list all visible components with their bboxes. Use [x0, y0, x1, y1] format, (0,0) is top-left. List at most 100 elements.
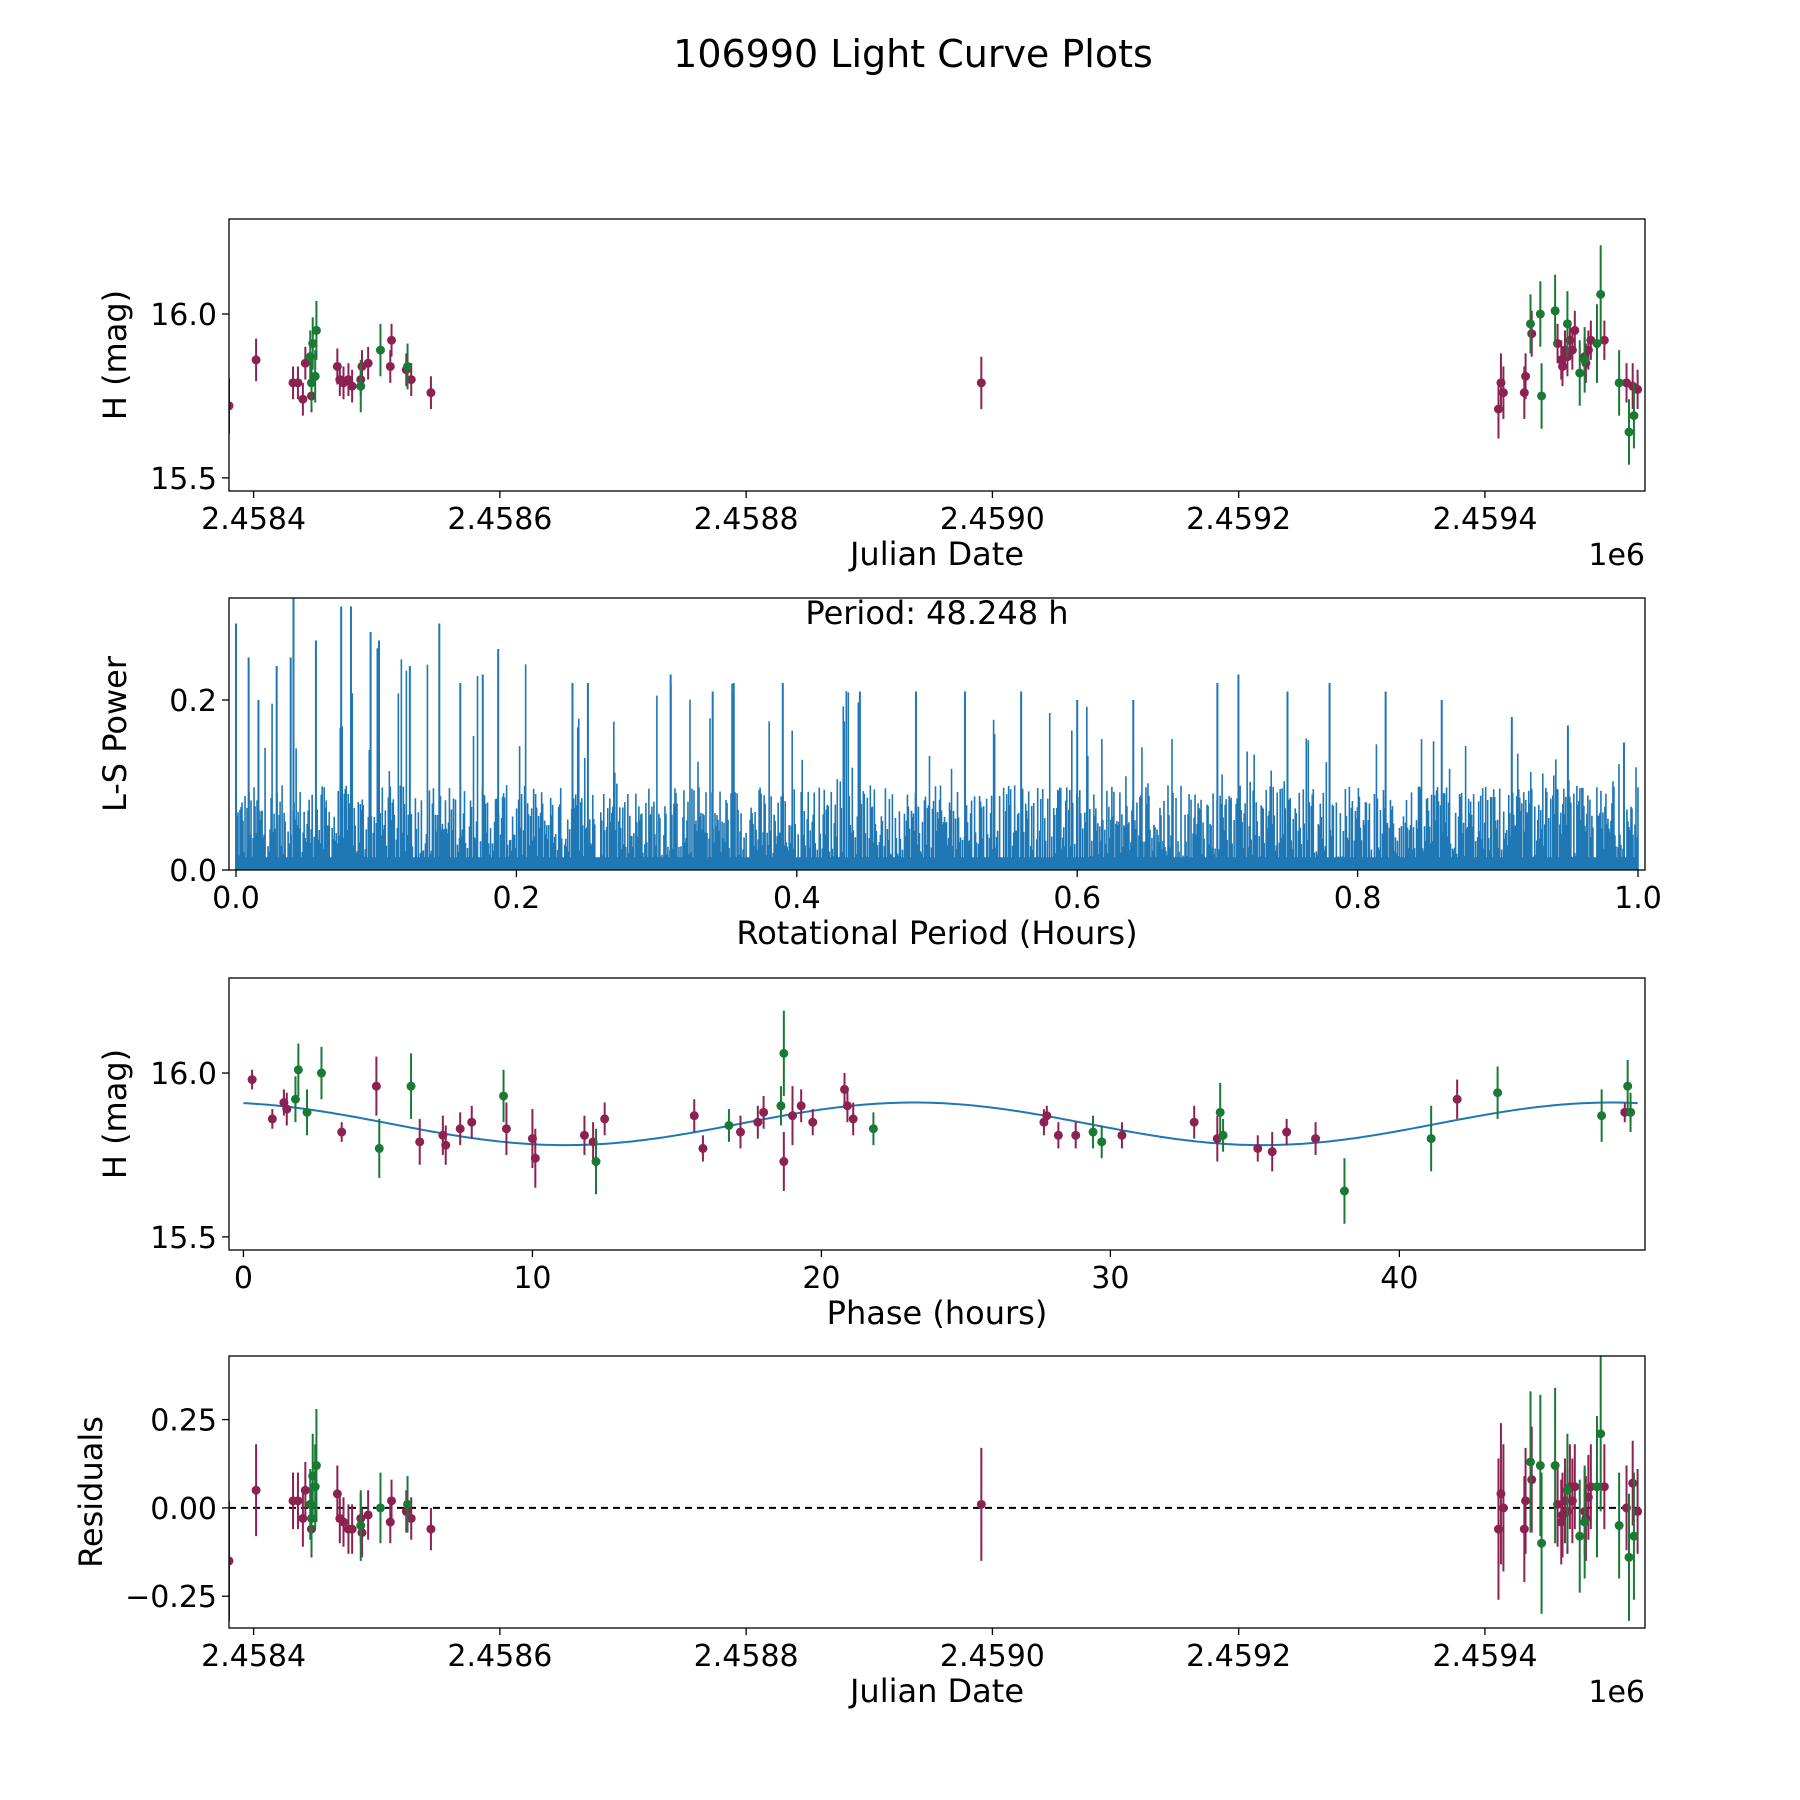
data-point	[375, 345, 385, 355]
data-point	[1525, 319, 1535, 329]
data-point	[426, 388, 436, 398]
data-point	[1267, 1147, 1277, 1157]
x-axis-label: Rotational Period (Hours)	[736, 914, 1137, 952]
data-point	[1629, 1531, 1639, 1541]
data-point	[1311, 1134, 1321, 1144]
data-point	[1628, 1478, 1638, 1488]
data-point	[1562, 1485, 1572, 1495]
data-point	[310, 1482, 320, 1492]
data-point	[779, 1157, 789, 1167]
x-tick-label: 20	[802, 1261, 840, 1296]
data-point	[347, 1524, 357, 1534]
x-tick-label: 10	[513, 1261, 551, 1296]
data-point	[406, 1513, 416, 1523]
data-point	[1556, 1517, 1566, 1527]
x-tick-label: 2.4590	[940, 1639, 1045, 1674]
data-point	[1498, 388, 1508, 398]
x-tick-label: 40	[1380, 1261, 1418, 1296]
periodogram-floor	[236, 857, 1638, 870]
data-point	[310, 371, 320, 381]
y-tick-label: 0.00	[150, 1492, 217, 1527]
data-point	[1339, 1186, 1349, 1196]
data-point	[415, 1137, 425, 1147]
x-tick-label: 0.4	[773, 881, 821, 916]
figure-title: 106990 Light Curve Plots	[673, 32, 1153, 76]
data-point	[1071, 1130, 1081, 1140]
data-point	[1537, 1538, 1547, 1548]
data-point	[776, 1101, 786, 1111]
plot-area	[243, 1010, 1638, 1224]
data-point	[788, 1111, 798, 1121]
data-point	[1599, 335, 1609, 345]
data-point	[251, 1485, 261, 1495]
data-point	[501, 1124, 511, 1134]
x-axis-label: Phase (hours)	[827, 1294, 1048, 1332]
panel-periodogram: Period: 48.248 h 0.0 0.2 0.4 0.6 0.8 1.0 0.0 0.2…	[96, 594, 1662, 952]
data-point	[1535, 309, 1545, 319]
period-annotation: Period: 48.248 h	[805, 594, 1068, 632]
data-point	[1575, 368, 1585, 378]
data-point	[1550, 306, 1560, 316]
data-point	[1624, 1552, 1634, 1562]
x-tick-label: 2.4588	[694, 502, 799, 537]
data-point	[1452, 1094, 1462, 1104]
data-point	[1575, 1531, 1585, 1541]
data-point	[1596, 289, 1606, 299]
data-point	[316, 1068, 326, 1078]
data-point	[530, 1153, 540, 1163]
axes-frame	[228, 218, 1646, 492]
data-point	[375, 1503, 385, 1513]
data-point	[267, 1114, 277, 1124]
y-tick-label: 0.25	[150, 1404, 217, 1439]
data-point	[306, 1513, 316, 1523]
data-point	[306, 378, 316, 388]
y-tick-label: 0.0	[169, 854, 217, 889]
data-point	[406, 1081, 416, 1091]
periodogram-line	[235, 648, 1639, 870]
data-point	[1282, 1127, 1292, 1137]
data-point	[426, 1524, 436, 1534]
data-point	[300, 358, 310, 368]
data-point	[1535, 1461, 1545, 1471]
data-point	[1570, 1482, 1580, 1492]
axes-frame	[228, 597, 1646, 871]
x-tick-label: 2.4594	[1432, 502, 1537, 537]
data-point	[385, 361, 395, 371]
x-tick-label: 0.6	[1053, 881, 1101, 916]
data-point	[1592, 339, 1602, 349]
data-point	[387, 1496, 397, 1506]
data-point	[1042, 1111, 1052, 1121]
x-tick-label: 2.4594	[1432, 1639, 1537, 1674]
data-point	[1426, 1134, 1436, 1144]
x-axis-label: Julian Date	[848, 1672, 1024, 1710]
data-point	[293, 1065, 303, 1075]
x-tick-label: 0.2	[493, 881, 541, 916]
data-point	[1527, 329, 1537, 339]
model-fit-curve	[243, 1101, 1638, 1147]
data-point	[1253, 1143, 1263, 1153]
data-point	[311, 1461, 321, 1471]
data-point	[363, 1510, 373, 1520]
y-tick-label: 15.5	[150, 462, 217, 497]
y-axis-label: L-S Power	[96, 655, 134, 812]
data-point	[689, 1111, 699, 1121]
plot-area	[229, 1356, 1645, 1621]
data-point	[1580, 1517, 1590, 1527]
data-point	[735, 1127, 745, 1137]
x-tick-label: 30	[1091, 1261, 1129, 1296]
x-tick-label: 0.0	[212, 881, 260, 916]
data-point	[356, 381, 366, 391]
data-point	[290, 1094, 300, 1104]
data-point	[337, 1127, 347, 1137]
data-point	[282, 1104, 292, 1114]
data-point	[293, 378, 303, 388]
data-point	[1626, 1107, 1636, 1117]
x-tick-label: 0	[234, 1261, 253, 1296]
data-point	[467, 1117, 477, 1127]
data-point	[1624, 427, 1634, 437]
data-point	[247, 1075, 257, 1085]
data-point	[298, 394, 308, 404]
data-point	[363, 358, 373, 368]
data-point	[1053, 1130, 1063, 1140]
